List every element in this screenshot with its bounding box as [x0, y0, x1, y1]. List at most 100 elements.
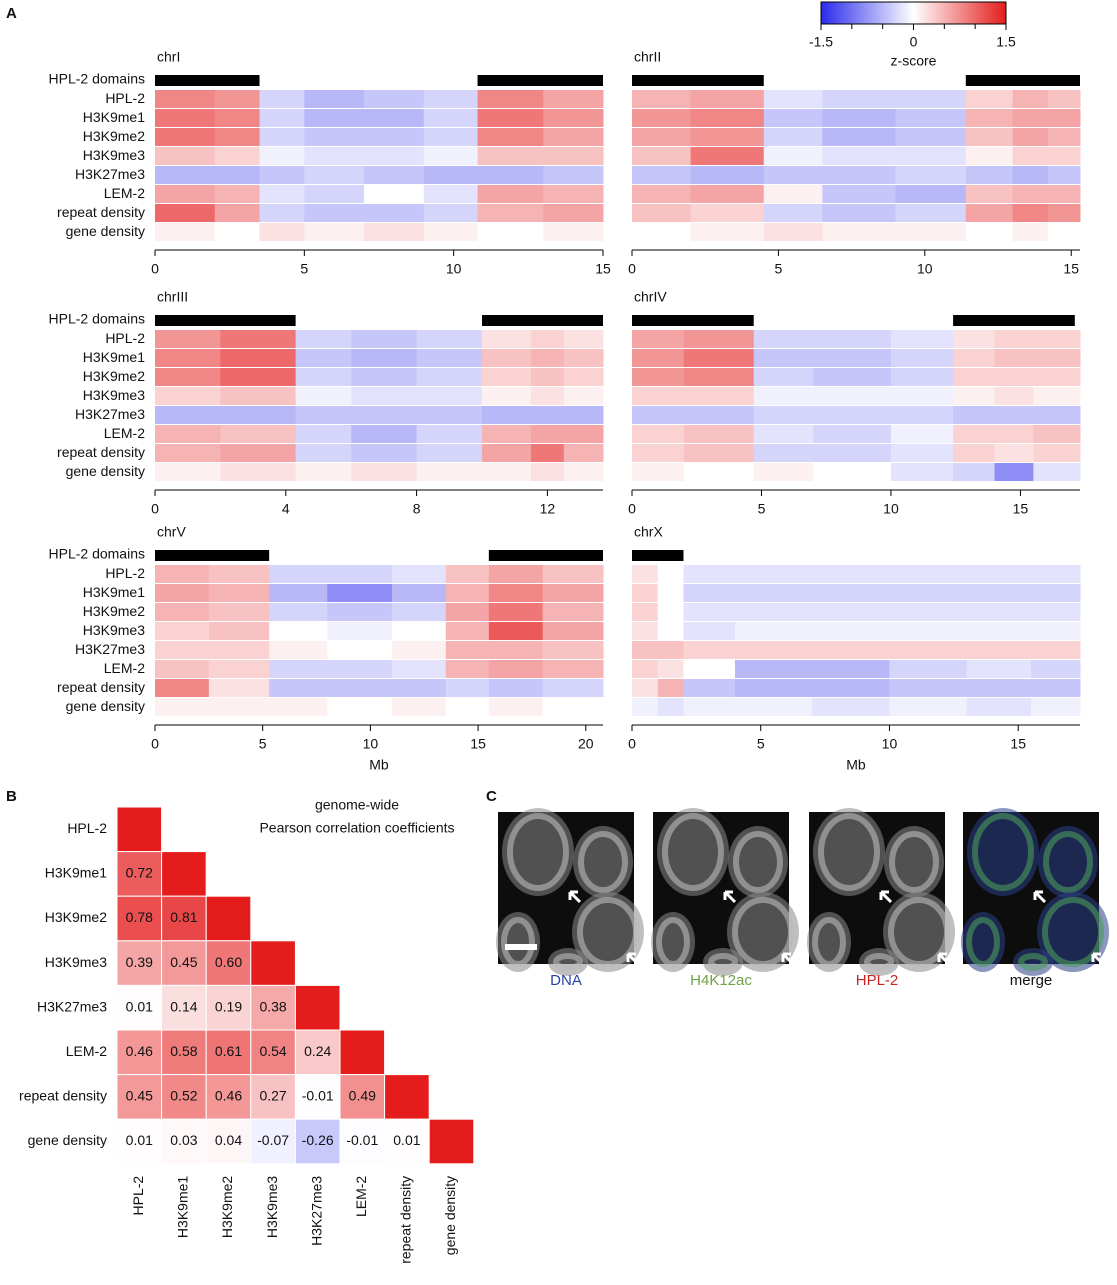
matrix-cell	[384, 1074, 430, 1120]
heat-cell	[994, 330, 1034, 348]
heat-cell	[327, 584, 393, 602]
cell-label: 0.81	[170, 909, 197, 925]
heat-cell	[632, 166, 692, 184]
track-label: H3K9me1	[83, 584, 145, 600]
heat-cell	[683, 330, 755, 348]
heat-cell	[953, 463, 996, 481]
heat-cell	[543, 166, 604, 184]
x-tick-label: 0	[628, 261, 636, 277]
heat-cell	[445, 641, 490, 659]
heat-cell	[208, 565, 270, 583]
heat-cell	[295, 368, 352, 386]
heat-cell	[657, 641, 684, 659]
heat-cell	[542, 603, 604, 621]
heat-cell	[364, 109, 425, 127]
heat-cell	[683, 622, 736, 640]
heat-cell	[542, 641, 604, 659]
heat-cell	[482, 387, 532, 405]
heat-cell	[477, 128, 544, 146]
heat-cell	[1031, 622, 1081, 640]
heat-cell	[812, 603, 890, 621]
heat-cell	[1047, 223, 1081, 241]
domain-bar	[953, 315, 1075, 326]
matrix-subtitle: Pearson correlation coefficients	[259, 820, 454, 836]
heat-cell	[542, 698, 604, 716]
heat-cell	[391, 698, 447, 716]
heat-cell	[155, 679, 210, 697]
heat-cell	[683, 565, 736, 583]
heat-cell	[531, 387, 565, 405]
heat-cell	[683, 698, 736, 716]
heat-cell	[753, 444, 814, 462]
heat-cell	[895, 166, 967, 184]
heat-cell	[563, 444, 604, 462]
heat-cell	[304, 223, 365, 241]
heat-cell	[563, 387, 604, 405]
heat-cell	[543, 90, 604, 108]
heat-cell	[889, 603, 968, 621]
heat-cell	[208, 698, 270, 716]
heat-cell	[214, 90, 261, 108]
heat-cell	[683, 425, 755, 443]
heat-cell	[965, 185, 1014, 203]
heat-cell	[953, 330, 996, 348]
heat-cell	[208, 641, 270, 659]
heat-cell	[822, 128, 897, 146]
heat-cell	[220, 330, 297, 348]
x-tick-label: 5	[259, 736, 267, 752]
heat-cell	[295, 406, 352, 424]
heat-cell	[220, 349, 297, 367]
row-label: H3K27me3	[37, 998, 107, 1014]
heat-cell	[445, 622, 490, 640]
chromosome-title: chrX	[634, 524, 663, 540]
matrix-cell	[116, 984, 163, 1031]
domain-bar	[477, 75, 603, 86]
cell-label: 0.27	[259, 1088, 286, 1104]
heat-cell	[531, 406, 565, 424]
heat-cell	[683, 463, 755, 481]
domain-bar	[155, 75, 260, 86]
heat-cell	[994, 406, 1034, 424]
heat-cell	[531, 425, 565, 443]
heat-cell	[994, 368, 1034, 386]
heat-cell	[423, 109, 479, 127]
matrix-title: genome-wide	[315, 797, 399, 813]
column-label: repeat density	[398, 1176, 414, 1264]
nucleus-ring	[501, 917, 535, 967]
heat-cell	[1047, 109, 1081, 127]
heat-cell	[208, 622, 270, 640]
heat-cell	[269, 584, 328, 602]
domain-bar	[155, 315, 296, 326]
cell-label: 0.01	[393, 1132, 420, 1148]
heat-cell	[563, 349, 604, 367]
heat-cell	[763, 128, 823, 146]
column-label: gene density	[442, 1176, 458, 1255]
heat-cell	[269, 622, 328, 640]
heat-cell	[304, 166, 365, 184]
heat-cell	[391, 565, 447, 583]
column-label: H3K9me2	[219, 1176, 235, 1238]
heat-cell	[445, 679, 490, 697]
cell-label: 0.46	[126, 1043, 153, 1059]
heat-cell	[753, 425, 814, 443]
heat-cell	[416, 349, 483, 367]
matrix-cell	[339, 1074, 386, 1120]
heat-cell	[416, 463, 483, 481]
heat-cell	[531, 463, 565, 481]
heat-cell	[1047, 166, 1081, 184]
heat-cell	[966, 660, 1032, 678]
heat-cell	[812, 584, 890, 602]
arrow	[1091, 952, 1105, 966]
heat-cell	[563, 425, 604, 443]
micrographs: DNA H4K12ac HPL-2 merge	[496, 808, 1109, 989]
heat-cell	[488, 641, 544, 659]
heat-cell	[542, 565, 604, 583]
heat-cell	[327, 660, 393, 678]
row-label: H3K9me1	[45, 865, 107, 881]
heat-cell	[690, 204, 765, 222]
heat-cell	[364, 223, 425, 241]
heat-cell	[477, 147, 544, 165]
heat-cell	[220, 368, 297, 386]
heat-cell	[890, 330, 954, 348]
heat-cell	[763, 90, 823, 108]
